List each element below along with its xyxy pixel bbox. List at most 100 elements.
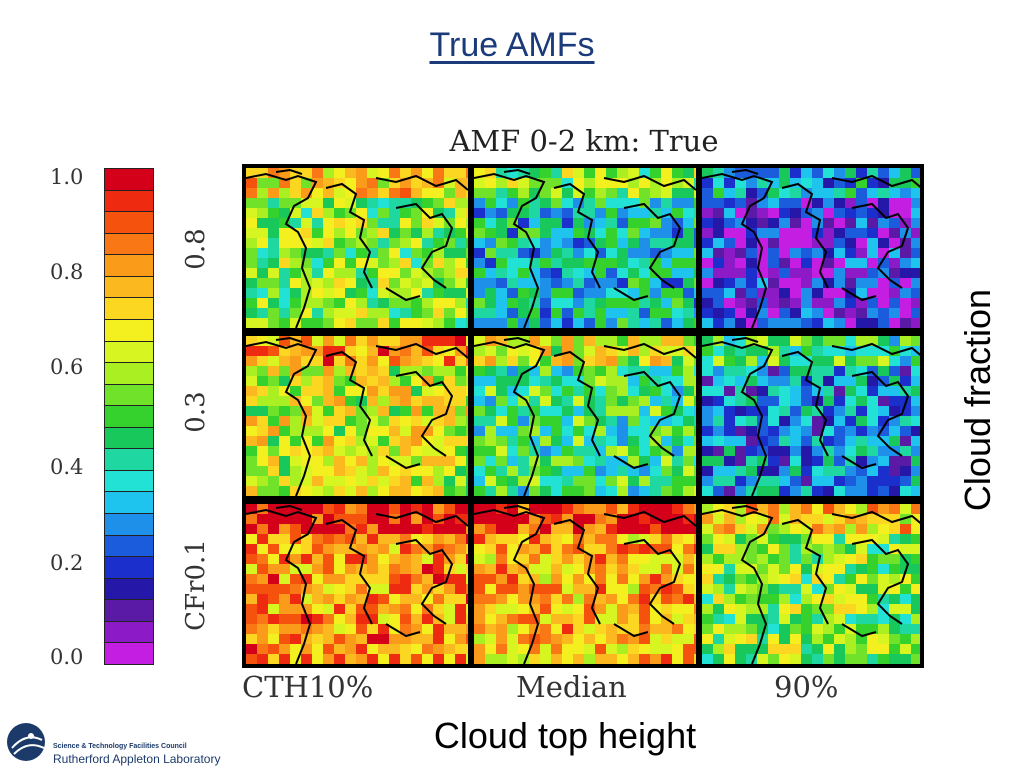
map-cell — [268, 386, 280, 397]
map-cell — [845, 258, 857, 269]
map-cell — [279, 318, 291, 328]
map-cell — [584, 278, 596, 289]
map-cell — [812, 534, 824, 545]
map-cell — [867, 376, 879, 387]
map-cell — [400, 654, 412, 664]
map-cell — [823, 654, 835, 664]
map-cell — [444, 614, 456, 625]
map-cell — [661, 386, 673, 397]
map-cell — [746, 654, 758, 664]
map-cell — [356, 534, 368, 545]
map-cell — [735, 228, 747, 239]
map-cell — [301, 514, 313, 525]
map-cell — [551, 386, 563, 397]
map-cell — [812, 634, 824, 645]
map-cell — [757, 584, 769, 595]
map-cell — [606, 604, 618, 615]
map-cell — [496, 278, 508, 289]
map-cell — [606, 614, 618, 625]
map-cell — [444, 436, 456, 447]
map-cell — [867, 208, 879, 219]
map-cell — [323, 278, 335, 289]
map-cell — [301, 634, 313, 645]
map-cell — [378, 544, 390, 555]
map-cell — [724, 178, 736, 189]
map-cell — [768, 534, 780, 545]
map-cell — [639, 178, 651, 189]
map-cell — [562, 228, 574, 239]
map-cell — [801, 416, 813, 427]
map-cell — [650, 614, 662, 625]
map-cell — [301, 476, 313, 487]
map-cell — [474, 644, 486, 655]
map-cell — [834, 654, 846, 664]
map-cell — [617, 466, 629, 477]
map-cell — [768, 564, 780, 575]
map-cell — [889, 426, 901, 437]
map-cell — [889, 376, 901, 387]
map-cell — [518, 188, 530, 199]
map-cell — [779, 278, 791, 289]
map-cell — [562, 524, 574, 535]
map-cell — [911, 416, 920, 427]
map-cell — [367, 318, 379, 328]
map-cell — [845, 366, 857, 377]
map-cell — [735, 366, 747, 377]
map-cell — [584, 534, 596, 545]
map-cell — [246, 524, 258, 535]
map-cell — [713, 268, 725, 279]
map-cell — [889, 654, 901, 664]
map-cell — [290, 228, 302, 239]
map-cell — [496, 534, 508, 545]
map-cell — [735, 406, 747, 417]
map-cell — [323, 356, 335, 367]
map-cell — [790, 346, 802, 357]
map-cell — [496, 308, 508, 319]
map-cell — [900, 198, 912, 209]
map-cell — [856, 298, 868, 309]
map-cell — [867, 356, 879, 367]
map-cell — [856, 436, 868, 447]
map-cell — [650, 396, 662, 407]
map-cell — [757, 298, 769, 309]
map-cell — [801, 604, 813, 615]
map-cell — [856, 308, 868, 319]
map-cell — [683, 208, 695, 219]
map-cell — [573, 594, 585, 605]
map-cell — [724, 614, 736, 625]
map-cell — [551, 554, 563, 565]
map-cell — [474, 406, 486, 417]
map-cell — [801, 446, 813, 457]
map-cell — [356, 356, 368, 367]
map-cell — [900, 356, 912, 367]
map-cell — [683, 624, 695, 635]
map-cell — [367, 188, 379, 199]
map-cell — [768, 524, 780, 535]
map-cell — [378, 426, 390, 437]
map-cell — [889, 238, 901, 249]
map-cell — [724, 188, 736, 199]
map-cell — [466, 644, 468, 655]
map-cell — [639, 188, 651, 199]
map-cell — [757, 278, 769, 289]
map-cell — [878, 634, 890, 645]
map-cell — [562, 258, 574, 269]
map-cell — [900, 168, 912, 179]
map-cell — [378, 456, 390, 467]
map-cell — [735, 168, 747, 179]
map-cell — [911, 356, 920, 367]
map-cell — [672, 544, 684, 555]
map-cell — [496, 416, 508, 427]
map-cell — [345, 426, 357, 437]
map-cell — [551, 456, 563, 467]
map-cell — [768, 614, 780, 625]
map-cell — [900, 288, 912, 299]
map-cell — [433, 416, 445, 427]
map-cell — [507, 238, 519, 249]
map-cell — [746, 386, 758, 397]
map-cell — [466, 446, 468, 457]
map-cell — [768, 346, 780, 357]
map-cell — [889, 218, 901, 229]
map-cell — [694, 456, 696, 467]
map-cell — [694, 614, 696, 625]
